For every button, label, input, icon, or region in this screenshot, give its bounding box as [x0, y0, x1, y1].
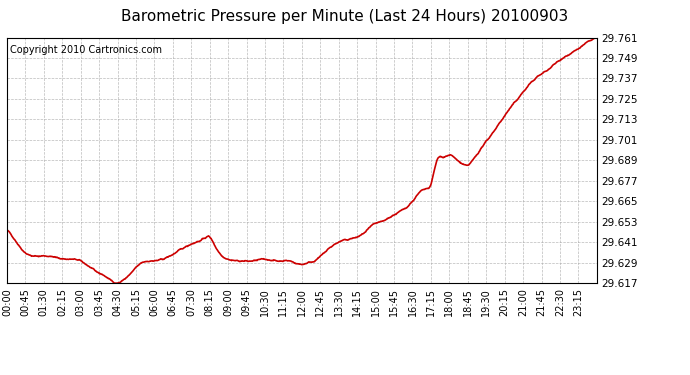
- Text: Barometric Pressure per Minute (Last 24 Hours) 20100903: Barometric Pressure per Minute (Last 24 …: [121, 9, 569, 24]
- Text: Copyright 2010 Cartronics.com: Copyright 2010 Cartronics.com: [10, 45, 162, 55]
